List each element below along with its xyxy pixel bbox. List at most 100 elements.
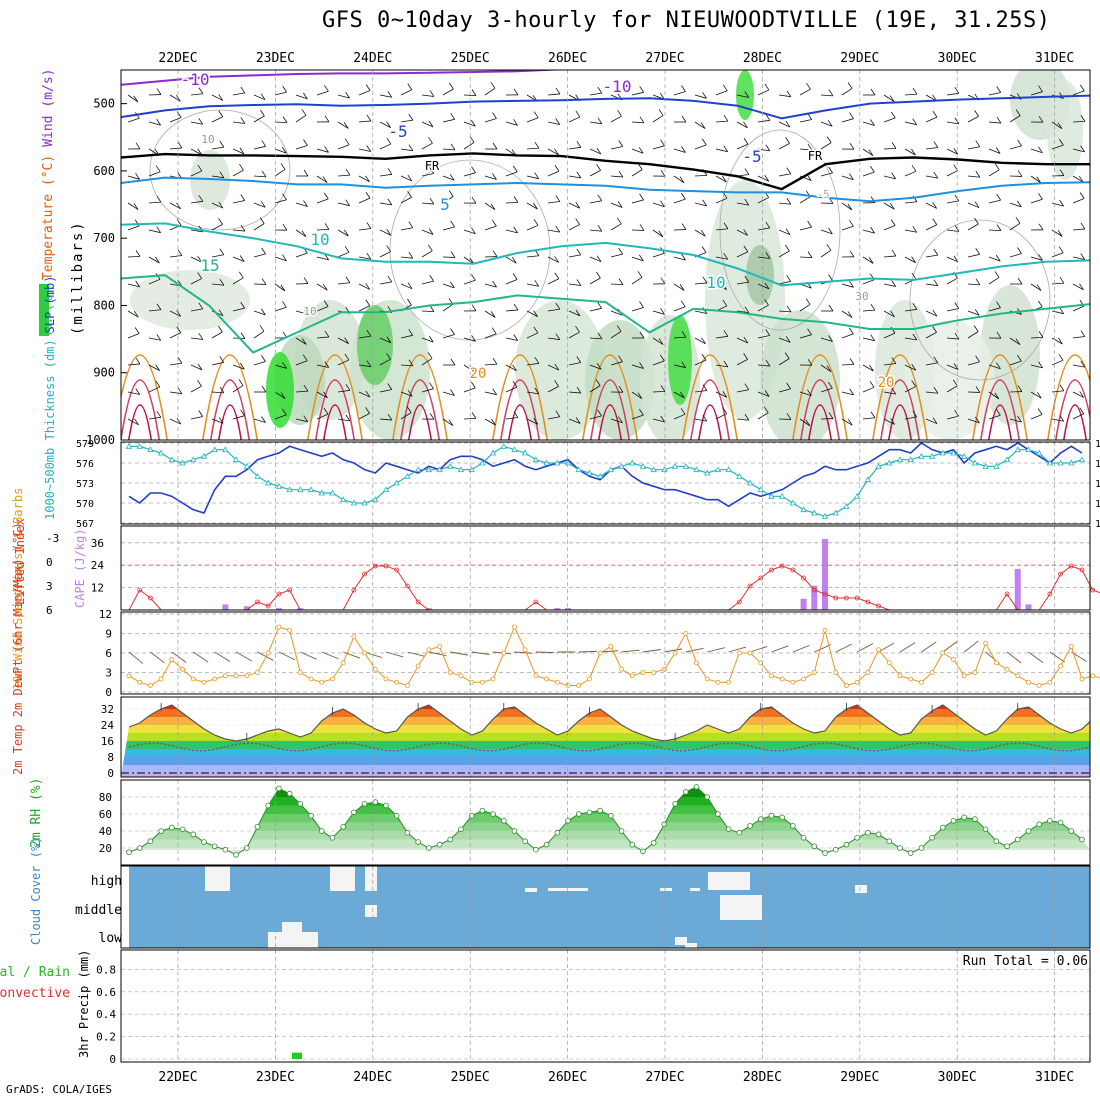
wind-barb — [442, 418, 454, 427]
wind-barb-flag — [280, 392, 286, 399]
thickness-point — [457, 466, 465, 473]
wind-barb — [715, 391, 727, 398]
wind-barb — [127, 310, 139, 318]
cloud-block — [675, 937, 687, 945]
wind-barb — [820, 94, 833, 97]
wind-barb-flag — [575, 218, 581, 225]
wind-barb-flag — [133, 95, 139, 103]
wind-barb — [526, 175, 539, 180]
cape-tick-label: 36 — [91, 537, 104, 550]
wind-barb — [505, 386, 518, 393]
wind-barb — [274, 414, 287, 420]
wind-barb-flag — [639, 331, 645, 339]
rh-point — [693, 783, 700, 790]
wind-barb — [673, 336, 686, 339]
wind-barb — [757, 148, 770, 152]
wind-barb-flag — [261, 247, 266, 255]
rh-point — [201, 839, 207, 845]
wind-barb-flag — [868, 149, 874, 156]
wind-barb — [946, 415, 959, 420]
wind-barb-flag — [681, 192, 686, 200]
wind-barb-flag — [765, 144, 771, 152]
wind-barb-flag — [975, 171, 981, 178]
rh-shading — [746, 245, 774, 305]
wind-barb-flag — [513, 334, 519, 341]
wind-speed-point — [801, 676, 806, 682]
wind-barb-flag — [744, 306, 750, 313]
wind-barb — [799, 256, 813, 259]
wind-barb-flag — [176, 417, 182, 425]
wind-speed-point — [212, 676, 218, 682]
wind-barb — [631, 199, 644, 204]
rh-point — [233, 851, 239, 858]
wind-barb-flag — [261, 278, 267, 285]
wind-barb-flag — [576, 171, 582, 179]
lifted-index-point — [351, 587, 357, 593]
date-label-top: 29DEC — [840, 51, 879, 66]
wind-barb — [799, 119, 812, 123]
wind-barb-flag — [554, 272, 560, 279]
lifted-index-point — [362, 571, 367, 577]
wind-barb — [568, 146, 581, 150]
wind-barb — [757, 119, 770, 123]
wind-barb — [715, 90, 728, 96]
wind-speed-point — [1047, 679, 1053, 685]
wind-barb-flag — [680, 300, 686, 307]
warm-isotherm — [1047, 354, 1090, 440]
wind-barb — [988, 92, 1001, 96]
wind-barb-flag — [470, 119, 476, 127]
wind-barb-flag — [933, 141, 939, 148]
wind-barb — [295, 310, 308, 315]
wind-speed-point — [865, 670, 871, 675]
wind-speed-point — [222, 673, 228, 679]
cloud-block — [340, 866, 355, 891]
warm-isotherm — [888, 404, 912, 440]
wind-barb-flag — [345, 91, 350, 99]
wind-barb — [883, 225, 896, 231]
wind-speed-point — [769, 673, 774, 679]
wind-barb — [547, 416, 560, 420]
wind-barb-flag — [679, 176, 685, 183]
wind-barb — [1072, 364, 1085, 368]
wind-speed-point — [1068, 644, 1074, 649]
wind-barb-flag — [429, 382, 434, 389]
rh-point — [404, 829, 411, 836]
wind-barb-flag — [764, 175, 770, 182]
wind-barb-flag — [912, 333, 918, 341]
wind-barb-flag — [240, 409, 245, 416]
wind-barb-flag — [555, 333, 561, 340]
wind-barb-flag — [847, 311, 853, 318]
wind-barb — [694, 94, 707, 99]
wind-barb-flag — [744, 414, 750, 421]
rh-point — [982, 826, 989, 833]
wind-barb — [715, 256, 728, 260]
thickness-point — [811, 509, 818, 516]
wind-barb — [148, 278, 161, 285]
cape-bar — [565, 608, 572, 610]
wind-barb — [904, 337, 917, 341]
wind-barb-flag — [849, 250, 855, 258]
wind-barb — [925, 283, 938, 287]
date-label-bottom: 23DEC — [256, 1070, 295, 1085]
wind-barb — [988, 121, 1001, 124]
wind-speed-point — [993, 660, 999, 666]
wind-barb — [694, 174, 708, 177]
wind-barb-flag — [408, 221, 414, 228]
wind-barb-flag — [849, 388, 854, 396]
date-label-bottom: 28DEC — [743, 1070, 782, 1085]
date-label-top: 30DEC — [938, 51, 977, 66]
thickness-point — [650, 466, 657, 473]
wind-barb — [526, 117, 539, 123]
wind-barb — [253, 418, 266, 423]
wind-barb-flag — [702, 384, 708, 391]
rh-point — [1057, 819, 1064, 826]
wind-barb — [715, 120, 728, 123]
wind-barb-flag — [471, 274, 476, 281]
wind-barb — [757, 412, 769, 420]
wind-barb-flag — [239, 163, 244, 171]
wind-barb — [862, 171, 875, 177]
wind-barb-flag — [1037, 300, 1043, 308]
wind-barb — [127, 117, 140, 123]
wind-barb-flag — [849, 173, 854, 180]
thickness-point — [714, 466, 722, 473]
